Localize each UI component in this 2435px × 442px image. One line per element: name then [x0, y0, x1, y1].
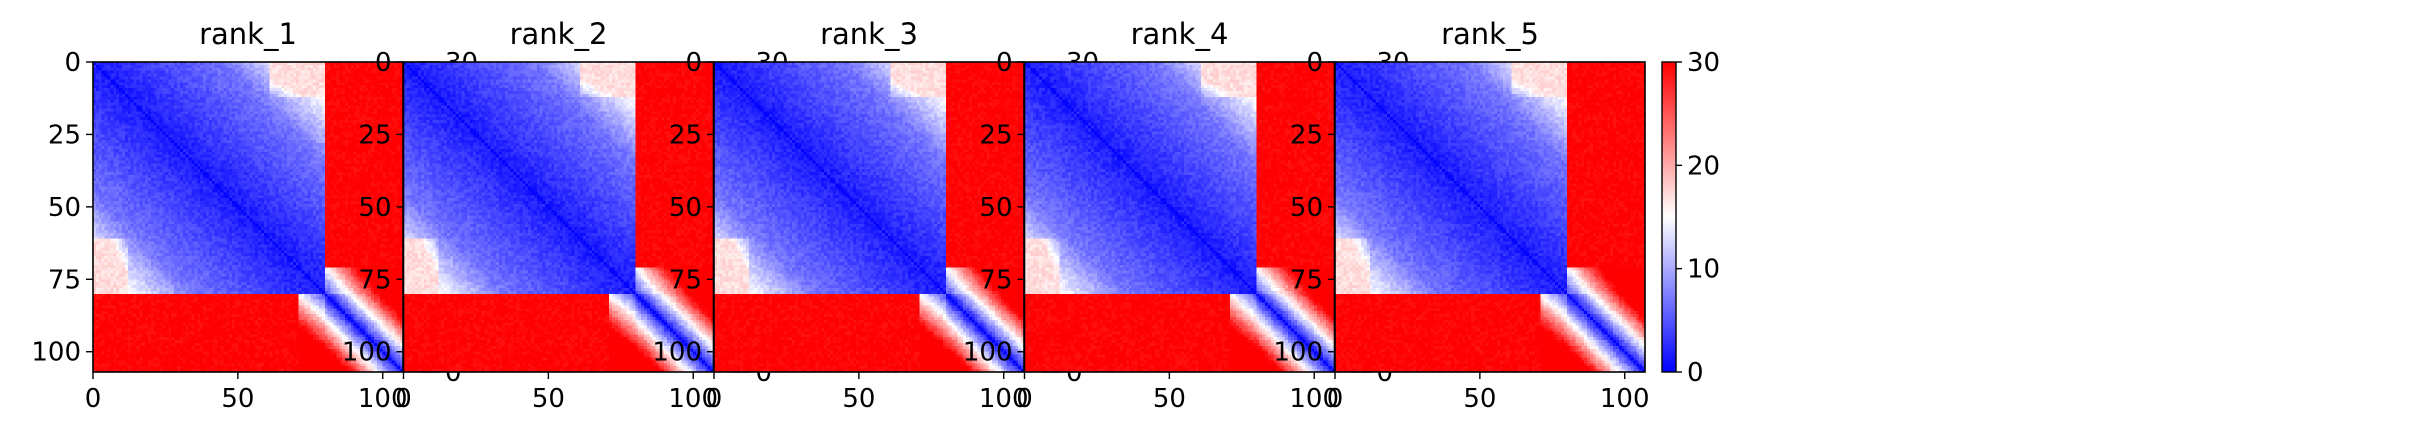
y-tick-label: 25	[1290, 120, 1323, 150]
y-tick-label: 50	[48, 193, 81, 223]
x-tick-label: 50	[1463, 384, 1496, 414]
y-tick-label: 50	[979, 193, 1012, 223]
x-tick-label: 0	[395, 384, 412, 414]
panel-3: rank_305010002550751000102030	[652, 17, 1099, 414]
panel-2: rank_205010002550751000102030	[342, 17, 789, 414]
colorbar	[1661, 61, 1677, 373]
x-tick-label: 0	[1016, 384, 1033, 414]
x-tick-label: 100	[358, 384, 408, 414]
x-tick-label: 0	[85, 384, 102, 414]
x-tick-label: 100	[979, 384, 1029, 414]
y-tick-label: 50	[1290, 193, 1323, 223]
heatmap-image	[714, 62, 1024, 372]
x-tick-label: 50	[532, 384, 565, 414]
y-tick-label: 75	[979, 265, 1012, 295]
y-tick-label: 100	[342, 338, 392, 368]
y-tick-label: 100	[1273, 338, 1323, 368]
y-tick-label: 75	[48, 265, 81, 295]
panel-title: rank_5	[1441, 17, 1539, 51]
y-tick-label: 25	[979, 120, 1012, 150]
x-tick-label: 50	[221, 384, 254, 414]
y-tick-label: 100	[963, 338, 1013, 368]
x-tick-label: 0	[1327, 384, 1344, 414]
x-tick-label: 50	[1153, 384, 1186, 414]
y-tick-label: 0	[1306, 48, 1323, 78]
y-tick-label: 0	[996, 48, 1013, 78]
y-tick-label: 25	[358, 120, 391, 150]
colorbar-tick-label: 30	[1687, 48, 1720, 78]
x-tick-label: 0	[706, 384, 723, 414]
x-tick-label: 100	[1289, 384, 1339, 414]
x-tick-label: 50	[842, 384, 875, 414]
y-tick-label: 100	[652, 338, 702, 368]
y-tick-label: 0	[375, 48, 392, 78]
heatmap-image	[1335, 62, 1645, 372]
y-tick-label: 50	[669, 193, 702, 223]
panel-title: rank_4	[1131, 17, 1229, 51]
panel-title: rank_3	[820, 17, 918, 51]
y-tick-label: 25	[669, 120, 702, 150]
y-tick-label: 0	[685, 48, 702, 78]
heatmap-image	[1024, 62, 1335, 372]
x-tick-label: 100	[1600, 384, 1650, 414]
y-tick-label: 0	[64, 48, 81, 78]
panel-4: rank_405010002550751000102030	[963, 17, 1410, 414]
heatmap-image	[403, 62, 714, 372]
colorbar-tick-label: 0	[1687, 358, 1704, 388]
heatmap-frame	[1334, 61, 1646, 373]
y-tick-label: 75	[1290, 265, 1323, 295]
x-tick-label: 100	[668, 384, 718, 414]
y-tick-label: 100	[31, 338, 81, 368]
colorbar-tick-label: 20	[1687, 151, 1720, 181]
y-tick-label: 25	[48, 120, 81, 150]
heatmap-image	[93, 62, 403, 372]
y-tick-label: 75	[669, 265, 702, 295]
panel-title: rank_1	[199, 17, 297, 51]
y-tick-label: 50	[358, 193, 391, 223]
y-tick-label: 75	[358, 265, 391, 295]
panel-title: rank_2	[510, 17, 608, 51]
colorbar-tick-label: 10	[1687, 255, 1720, 285]
